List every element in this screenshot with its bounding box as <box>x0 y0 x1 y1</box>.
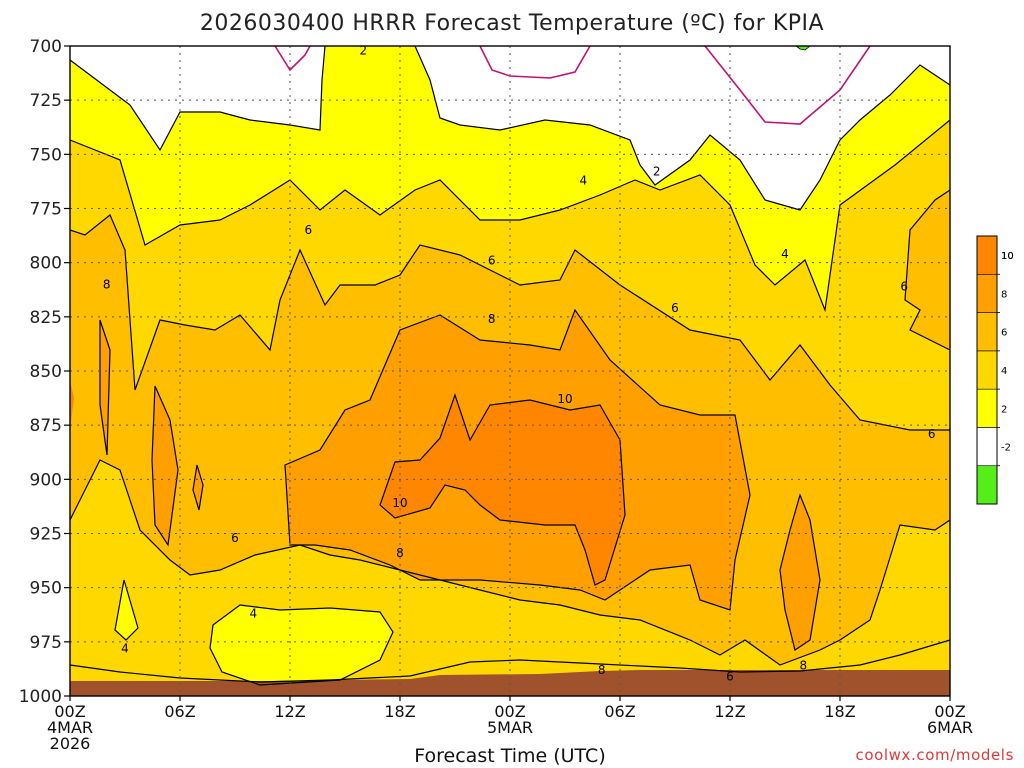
x-tick-date-0: 4MAR <box>47 718 93 737</box>
y-tick-label-11: 975 <box>30 633 62 653</box>
contour-label-2: 4 <box>580 173 588 187</box>
x-tick-year-0: 2026 <box>50 734 91 753</box>
contour-4-top <box>69 119 951 313</box>
chart-title: 2026030400 HRRR Forecast Temperature (ºC… <box>200 11 824 36</box>
contour-6-main <box>69 214 950 431</box>
contour-label-15: 8 <box>396 546 404 560</box>
contour-surface <box>69 639 951 683</box>
contour-label-10: 6 <box>928 427 936 441</box>
contour-label-17: 8 <box>800 659 808 673</box>
x-tick-label-0: 00Z <box>54 702 85 721</box>
x-tick-label-4: 00Z <box>494 702 525 721</box>
contour-label-4: 4 <box>250 607 258 621</box>
contour-label-14: 8 <box>488 312 496 326</box>
y-tick-label-5: 825 <box>30 308 62 328</box>
y-tick-label-7: 875 <box>30 416 62 436</box>
contour-0-left <box>274 45 311 72</box>
contour-label-12: 6 <box>726 670 734 684</box>
contour-label-7: 6 <box>488 254 496 268</box>
x-tick-label-1: 06Z <box>164 702 195 721</box>
y-tick-label-9: 925 <box>30 525 62 545</box>
colorbar-swatch-0 <box>976 465 998 505</box>
band-6-8-right <box>905 190 950 350</box>
x-tick-label-2: 12Z <box>274 702 305 721</box>
band-10-12 <box>380 395 625 585</box>
contour-2-left <box>69 45 326 152</box>
colorbar-label-2: 2 <box>1001 404 1007 415</box>
contour-0-mid <box>479 45 591 79</box>
band-2-4-pocket-small <box>115 580 138 640</box>
contour-4-small <box>114 579 139 641</box>
plot-area: 2 2 4 4 4 4 6 6 6 6 6 6 6 8 8 8 8 8 10 10 <box>69 43 951 697</box>
colorbar-swatch-3 <box>976 350 998 390</box>
x-tick-label-6: 12Z <box>714 702 745 721</box>
y-tick-label-12: 1000 <box>19 687 62 707</box>
x-axis-label: Forecast Time (UTC) <box>414 745 605 767</box>
colorbar-swatch-2 <box>976 388 998 428</box>
band-neg2-2 <box>70 46 325 150</box>
contour-8-left2 <box>151 385 179 547</box>
contour-label-3: 4 <box>781 247 789 261</box>
y-tick-label-4: 800 <box>30 254 62 274</box>
band-neg2-2-b <box>415 46 950 210</box>
contour-8-right <box>779 493 821 651</box>
band-2-4-pocket-low <box>210 605 393 685</box>
x-tick-label-7: 18Z <box>824 702 855 721</box>
colorbar-border <box>976 235 998 505</box>
colorbar-swatch-4 <box>976 312 998 352</box>
colorbar-label-4: 6 <box>1001 328 1007 339</box>
contour-label-5: 4 <box>121 641 129 655</box>
contour-2-right <box>414 45 951 211</box>
contour-label-8: 6 <box>671 301 679 315</box>
contour-label-1: 2 <box>653 165 661 179</box>
band-8-10-right <box>780 495 820 650</box>
contour-label-13: 8 <box>103 277 111 291</box>
y-tick-label-1: 725 <box>30 91 62 111</box>
credit-link[interactable]: coolwx.com/models <box>856 746 1015 764</box>
colorbar-swatch-5 <box>976 273 998 313</box>
freezing-contours <box>274 45 871 125</box>
contour-10-main <box>379 393 626 586</box>
contour-label-19: 10 <box>392 496 407 510</box>
contour-4-pocket <box>209 604 394 686</box>
contour-8-main <box>284 308 751 611</box>
contour-6-right <box>904 189 951 351</box>
y-tick-label-3: 775 <box>30 200 62 220</box>
contour-8-small <box>192 464 204 511</box>
y-tick-label-2: 750 <box>30 145 62 165</box>
contour-label-16: 8 <box>598 663 606 677</box>
y-tick-label-10: 950 <box>30 579 62 599</box>
x-tick-label-3: 18Z <box>384 702 415 721</box>
contour-label-0: 2 <box>360 43 368 57</box>
colorbar-label-5: 8 <box>1001 289 1007 300</box>
x-tick-date-4: 5MAR <box>487 718 533 737</box>
y-tick-label-6: 850 <box>30 362 62 382</box>
contour-label-11: 6 <box>231 531 239 545</box>
x-tick-label-8: 00Z <box>934 702 965 721</box>
y-tick-label-8: 900 <box>30 470 62 490</box>
contour-labels: 2 2 4 4 4 4 6 6 6 6 6 6 6 8 8 8 8 8 10 10 <box>103 43 936 684</box>
colorbar-swatch-6 <box>976 235 998 275</box>
band-8-10-left2 <box>152 386 178 545</box>
colorbar-label-1: -2 <box>1001 443 1011 454</box>
contour-lines <box>69 45 951 686</box>
contour-8-left <box>99 319 111 456</box>
colorbar-label-top: 10 <box>1001 251 1014 262</box>
x-tick-date-8: 6MAR <box>927 718 973 737</box>
band-10-12-left <box>70 380 74 430</box>
contour-label-9: 6 <box>900 280 908 294</box>
y-tick-label-0: 700 <box>30 37 62 57</box>
contour-label-6: 6 <box>305 223 313 237</box>
contour-label-18: 10 <box>557 392 572 406</box>
y-axis: 700 725 750 775 800 825 850 875 900 925 950 975 1000 <box>19 37 70 707</box>
colorbar-label-3: 4 <box>1001 366 1007 377</box>
contour-6-bottom <box>69 459 951 666</box>
colorbar-label-6: 10 <box>1001 251 1014 262</box>
colorbar-swatch-1 <box>976 427 998 467</box>
x-tick-label-5: 06Z <box>604 702 635 721</box>
contour-0-right <box>704 45 871 125</box>
